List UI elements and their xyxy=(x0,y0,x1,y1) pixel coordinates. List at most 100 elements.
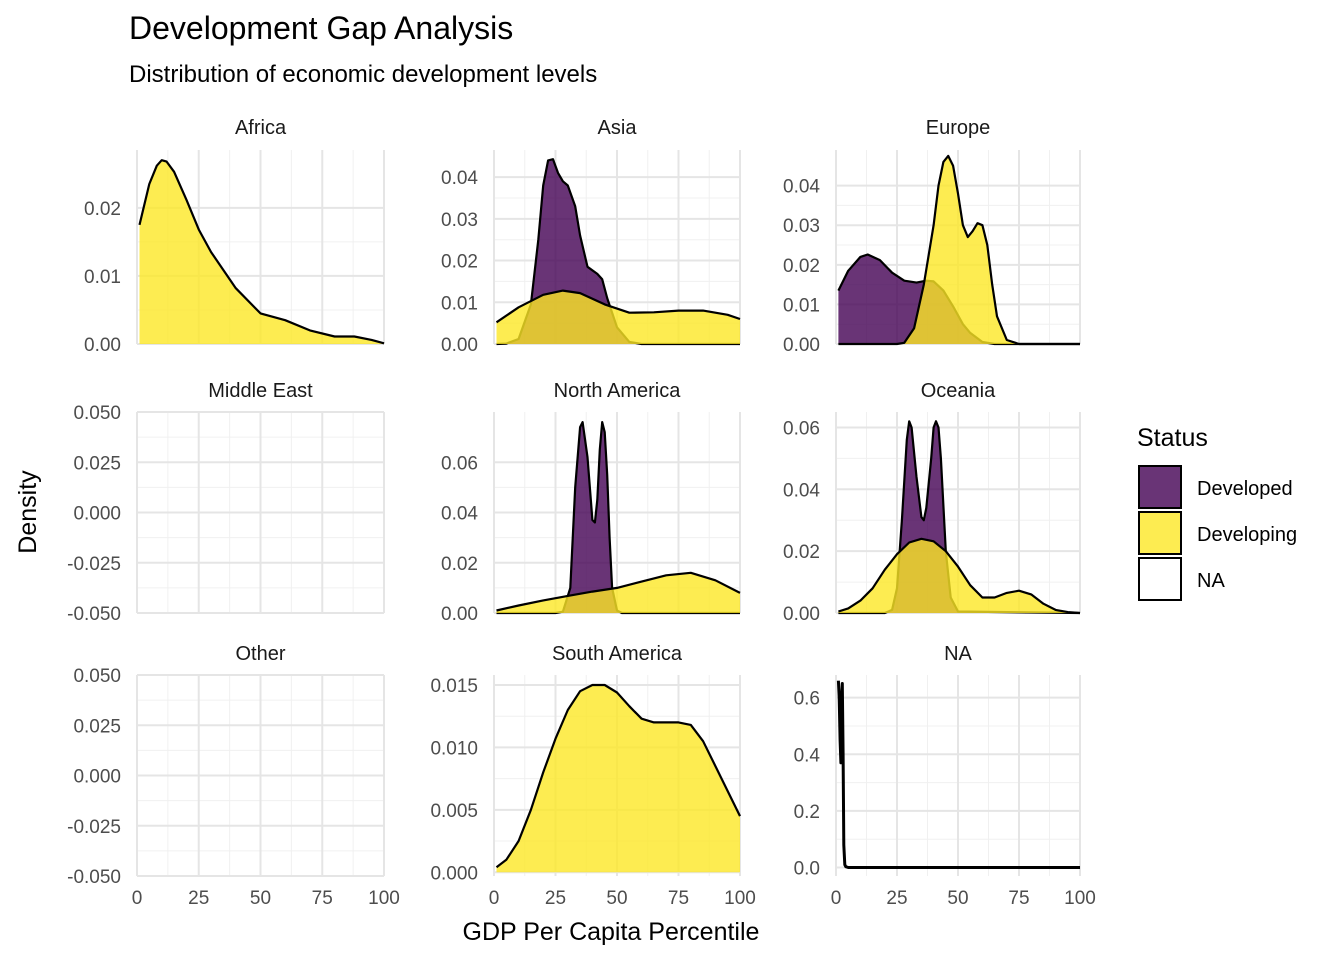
x-tick-label: 25 xyxy=(545,888,566,909)
y-tick-label: 0.06 xyxy=(441,453,478,474)
y-tick-label: -0.025 xyxy=(67,817,121,838)
y-tick-label: 0.025 xyxy=(73,716,121,737)
density-area-developing xyxy=(838,155,1080,344)
legend-key-na xyxy=(1138,557,1182,601)
y-tick-label: 0.00 xyxy=(441,604,478,625)
facet-label: Oceania xyxy=(921,380,996,402)
x-tick-label: 0 xyxy=(489,888,500,909)
x-tick-label: 50 xyxy=(606,888,627,909)
legend-label-na: NA xyxy=(1197,570,1225,592)
y-tick-label: 0.010 xyxy=(430,738,478,759)
legend-label-developing: Developing xyxy=(1197,524,1297,546)
legend: Status Developed Developing NA xyxy=(1137,424,1297,601)
y-tick-label: 0.02 xyxy=(783,256,820,277)
legend-key-developed xyxy=(1138,465,1182,509)
density-area-developed xyxy=(838,254,1080,344)
x-tick-label: 100 xyxy=(368,888,400,909)
y-tick-label: 0.000 xyxy=(73,504,121,525)
density-area-developing xyxy=(496,572,740,613)
facet-label: North America xyxy=(554,380,682,402)
x-tick-label: 100 xyxy=(1064,888,1096,909)
y-tick-label: -0.050 xyxy=(67,604,121,625)
facet-asia: Asia 0.00 0.01 0.02 0.03 0.04 xyxy=(441,117,741,356)
x-tick-label: 0 xyxy=(831,888,842,909)
x-tick-label: 75 xyxy=(1008,888,1029,909)
chart-subtitle: Distribution of economic development lev… xyxy=(129,61,597,88)
y-tick-label: 0.02 xyxy=(441,252,478,273)
density-line-developing xyxy=(495,289,741,324)
y-tick-label: 0.04 xyxy=(783,480,820,501)
facet-label: NA xyxy=(944,643,972,665)
legend-label-developed: Developed xyxy=(1197,478,1293,500)
y-tick-label: 0.03 xyxy=(783,216,820,237)
y-tick-label: 0.06 xyxy=(783,418,820,439)
x-tick-label: 75 xyxy=(312,888,333,909)
density-area-developing xyxy=(139,160,384,344)
y-tick-label: 0.6 xyxy=(794,689,820,710)
facet-oceania: Oceania 0.00 0.02 0.04 0.06 xyxy=(783,380,1081,625)
y-tick-label: 0.04 xyxy=(441,168,478,189)
y-tick-label: 0.00 xyxy=(783,604,820,625)
facet-na: NA 0.0 0.2 0.4 0.6 0 25 50 75 100 xyxy=(794,643,1096,909)
facet-other: Other -0.050 -0.025 0.000 0.025 0.050 0 25 50 75 1… xyxy=(67,643,400,909)
density-line-developing xyxy=(838,537,1081,615)
x-axis-title: GDP Per Capita Percentile xyxy=(463,918,760,946)
legend-key-developing xyxy=(1138,511,1182,555)
facet-panels: Africa0.000.010.02Asia0.000.010.020.030.… xyxy=(67,117,1096,909)
y-tick-label: 0.4 xyxy=(794,745,821,766)
y-tick-label: 0.00 xyxy=(783,335,820,356)
y-tick-label: 0.02 xyxy=(783,542,820,563)
x-tick-label: 50 xyxy=(250,888,271,909)
x-tick-label: 100 xyxy=(724,888,756,909)
y-tick-label: -0.050 xyxy=(67,867,121,888)
y-axis-title: Density xyxy=(14,470,42,554)
facet-north-america: North America 0.00 0.02 0.04 0.06 xyxy=(441,380,741,625)
facet-label: Other xyxy=(235,643,285,665)
y-tick-label: 0.005 xyxy=(430,801,478,822)
y-tick-label: 0.050 xyxy=(73,666,121,687)
y-tick-label: 0.00 xyxy=(84,335,121,356)
y-tick-label: 0.00 xyxy=(441,335,478,356)
density-line-na xyxy=(836,680,1080,869)
y-tick-label: 0.02 xyxy=(84,199,121,220)
legend-title: Status xyxy=(1137,424,1208,452)
facet-label: South America xyxy=(552,643,683,665)
y-tick-label: 0.000 xyxy=(73,767,121,788)
density-line-developing xyxy=(495,683,741,869)
density-line-developing xyxy=(138,159,385,345)
density-area-developing xyxy=(838,538,1080,613)
density-area-developing xyxy=(496,685,740,873)
facet-label: Africa xyxy=(235,117,287,139)
density-line-developing xyxy=(838,154,1080,346)
y-tick-label: 0.0 xyxy=(794,859,820,880)
x-tick-label: 50 xyxy=(947,888,968,909)
y-tick-label: 0.025 xyxy=(73,453,121,474)
y-tick-label: 0.04 xyxy=(441,504,478,525)
facet-middle-east: Middle East -0.050 -0.025 0.000 0.025 0.050 xyxy=(67,380,385,625)
y-tick-label: 0.050 xyxy=(73,403,121,424)
y-tick-label: 0.01 xyxy=(84,267,121,288)
facet-label: Europe xyxy=(926,117,991,139)
facet-europe: Europe 0.00 0.01 0.02 0.03 0.04 xyxy=(783,117,1081,356)
facet-label: Asia xyxy=(598,117,638,139)
y-tick-label: -0.025 xyxy=(67,554,121,575)
facet-label: Middle East xyxy=(208,380,313,402)
density-line-developing xyxy=(496,571,741,612)
x-tick-label: 25 xyxy=(886,888,907,909)
x-tick-label: 0 xyxy=(132,888,143,909)
y-tick-label: 0.03 xyxy=(441,210,478,231)
y-tick-label: 0.015 xyxy=(430,676,478,697)
y-tick-label: 0.01 xyxy=(441,293,478,314)
chart-title: Development Gap Analysis xyxy=(129,10,513,46)
y-tick-label: 0.000 xyxy=(430,863,478,884)
y-tick-label: 0.02 xyxy=(441,554,478,575)
y-tick-label: 0.2 xyxy=(794,802,820,823)
y-tick-label: 0.04 xyxy=(783,177,820,198)
facet-south-america: South America 0.000 0.005 0.010 0.015 0 25 50 75… xyxy=(430,643,755,909)
facet-africa: Africa 0.00 0.01 0.02 xyxy=(84,117,385,356)
y-tick-label: 0.01 xyxy=(783,295,820,316)
x-tick-label: 25 xyxy=(188,888,209,909)
density-area-developing xyxy=(496,290,740,344)
x-tick-label: 75 xyxy=(668,888,689,909)
